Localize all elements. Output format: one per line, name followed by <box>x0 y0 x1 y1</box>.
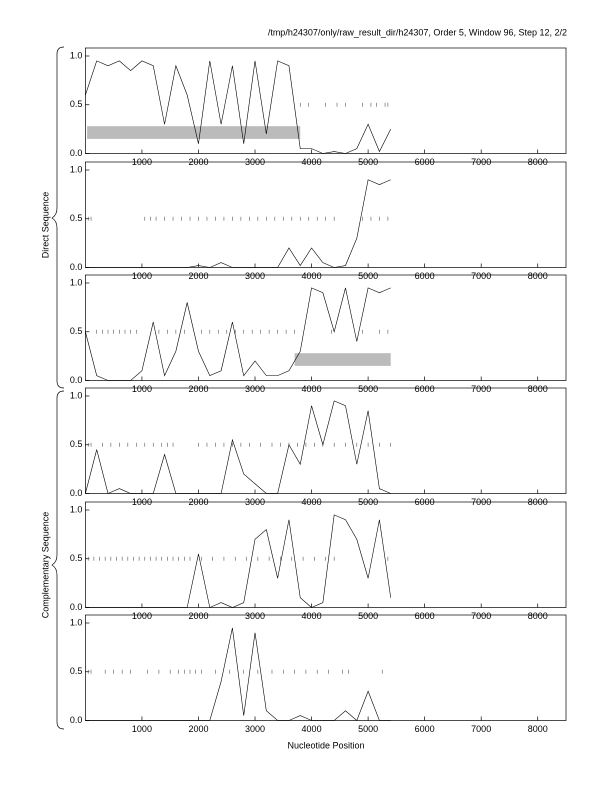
x-tick-label: 5000 <box>358 271 378 281</box>
x-tick-label: 2000 <box>188 611 208 621</box>
gene-region <box>294 353 391 366</box>
y-tick-label: 0.0 <box>70 715 83 725</box>
y-tick-label: 1.0 <box>70 504 83 514</box>
x-tick-label: 7000 <box>471 724 491 734</box>
y-tick-label: 1.0 <box>70 617 83 627</box>
x-tick-label: 1000 <box>132 384 152 394</box>
x-tick-label: 8000 <box>528 271 548 281</box>
y-tick-label: 1.0 <box>70 390 83 400</box>
x-tick-label: 5000 <box>358 611 378 621</box>
x-tick-label: 4000 <box>302 384 322 394</box>
plot-frame <box>85 614 567 721</box>
x-tick-label: 6000 <box>415 384 435 394</box>
group-label: Complementary Sequence <box>40 512 50 619</box>
x-tick-label: 3000 <box>245 384 265 394</box>
y-tick-label: 0.5 <box>70 213 83 223</box>
x-tick-label: 4000 <box>302 724 322 734</box>
x-tick-label: 2000 <box>188 724 208 734</box>
group-brace <box>51 46 65 389</box>
x-tick-label: 6000 <box>415 724 435 734</box>
x-tick-label: 1000 <box>132 611 152 621</box>
y-tick-label: 1.0 <box>70 50 83 60</box>
x-tick-label: 4000 <box>302 611 322 621</box>
y-tick-label: 0.0 <box>70 148 83 158</box>
x-tick-label: 1000 <box>132 271 152 281</box>
y-tick-label: 0.5 <box>70 99 83 109</box>
x-tick-label: 6000 <box>415 611 435 621</box>
y-tick-label: 0.0 <box>70 262 83 272</box>
y-tick-label: 0.5 <box>70 326 83 336</box>
x-tick-label: 8000 <box>528 384 548 394</box>
x-tick-label: 5000 <box>358 384 378 394</box>
score-line <box>85 514 392 608</box>
x-tick-label: 2000 <box>188 384 208 394</box>
x-tick-label: 3000 <box>245 611 265 621</box>
score-line <box>85 60 391 154</box>
y-tick-label: 0.0 <box>70 488 83 498</box>
plot-frame <box>85 501 567 608</box>
y-tick-label: 0.5 <box>70 439 83 449</box>
gene-region <box>87 126 301 139</box>
x-tick-label: 3000 <box>245 724 265 734</box>
score-line <box>85 179 391 268</box>
score-line <box>85 627 391 722</box>
x-tick-label: 4000 <box>302 271 322 281</box>
score-line <box>85 400 391 494</box>
y-tick-label: 0.5 <box>70 666 83 676</box>
y-tick-label: 1.0 <box>70 164 83 174</box>
x-tick-label: 1000 <box>132 724 152 734</box>
x-tick-label: 8000 <box>528 724 548 734</box>
x-tick-label: 5000 <box>358 724 378 734</box>
x-axis-label: Nucleotide Position <box>287 740 364 750</box>
plot-frame <box>85 161 567 268</box>
x-tick-label: 6000 <box>415 271 435 281</box>
group-label: Direct Sequence <box>40 192 50 259</box>
header: /tmp/h24307/only/raw_result_dir/h24307, … <box>268 27 567 37</box>
score-line <box>85 287 391 381</box>
x-tick-label: 3000 <box>245 271 265 281</box>
plot-frame <box>85 387 567 494</box>
group-brace <box>51 390 65 730</box>
y-tick-label: 1.0 <box>70 277 83 287</box>
y-tick-label: 0.0 <box>70 602 83 612</box>
x-tick-label: 7000 <box>471 384 491 394</box>
plot-frame <box>85 47 567 154</box>
y-tick-label: 0.0 <box>70 375 83 385</box>
x-tick-label: 7000 <box>471 611 491 621</box>
x-tick-label: 7000 <box>471 271 491 281</box>
plot-frame <box>85 274 567 381</box>
x-tick-label: 8000 <box>528 611 548 621</box>
y-tick-label: 0.5 <box>70 553 83 563</box>
x-tick-label: 2000 <box>188 271 208 281</box>
